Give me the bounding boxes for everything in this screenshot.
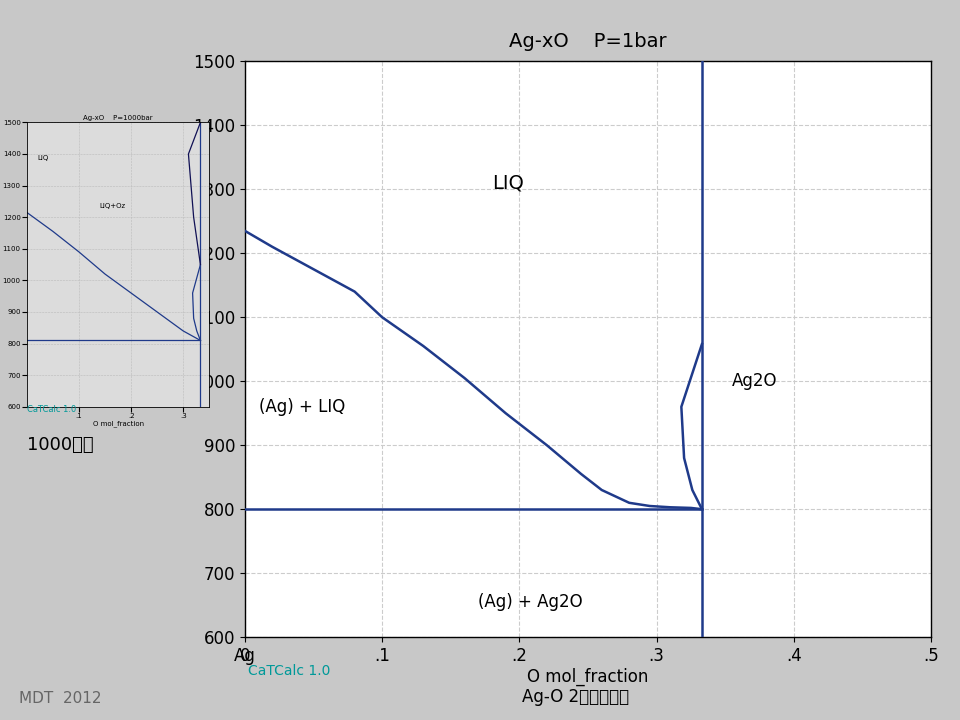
Text: Ag2O: Ag2O [732,372,778,390]
Text: 1000気圧: 1000気圧 [27,436,93,454]
Text: LIQ: LIQ [492,174,524,192]
Text: Ag: Ag [234,647,255,665]
Text: LIQ+Oz: LIQ+Oz [100,203,126,209]
Y-axis label: T/K: T/K [0,259,1,270]
X-axis label: O mol_fraction: O mol_fraction [92,420,144,427]
Text: Ag-O 2元系状態図: Ag-O 2元系状態図 [522,688,630,706]
Title: Ag-xO    P=1bar: Ag-xO P=1bar [509,32,667,51]
Text: CaTCalc 1.0: CaTCalc 1.0 [27,405,76,414]
Y-axis label: T /K: T /K [168,333,186,365]
Text: (Ag) + Ag2O: (Ag) + Ag2O [478,593,583,611]
Text: (Ag) + LIQ: (Ag) + LIQ [258,397,345,415]
Text: CaTCalc 1.0: CaTCalc 1.0 [248,665,330,678]
Title: Ag-xO    P=1000bar: Ag-xO P=1000bar [84,114,153,121]
X-axis label: O mol_fraction: O mol_fraction [527,667,649,686]
Text: LIQ: LIQ [37,156,49,161]
Text: MDT  2012: MDT 2012 [19,690,102,706]
